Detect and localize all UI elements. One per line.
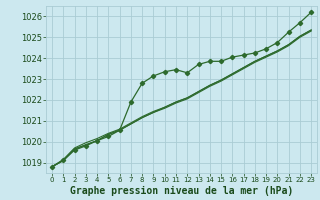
X-axis label: Graphe pression niveau de la mer (hPa): Graphe pression niveau de la mer (hPa): [70, 186, 293, 196]
